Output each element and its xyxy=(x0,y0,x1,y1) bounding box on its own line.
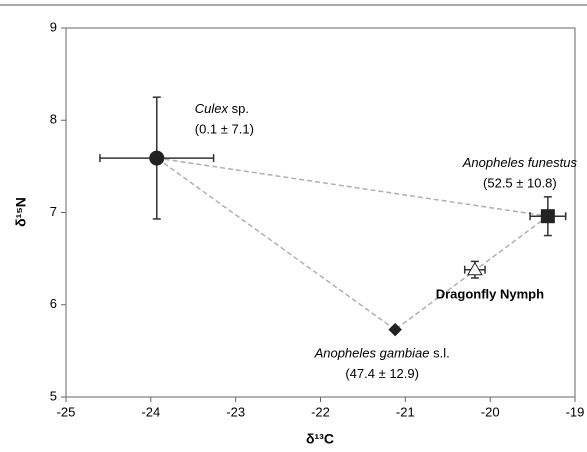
x-tick-label: -21 xyxy=(396,404,415,419)
point-label: Dragonfly Nymph xyxy=(436,287,544,302)
y-tick-label: 5 xyxy=(50,388,57,403)
y-axis-title: δ¹⁵N xyxy=(13,197,29,227)
point xyxy=(540,209,555,224)
y-tick-label: 7 xyxy=(50,204,57,219)
x-axis-title: δ¹³C xyxy=(306,431,334,447)
x-tick-label: -25 xyxy=(57,404,76,419)
point xyxy=(467,261,483,276)
plot-frame xyxy=(65,27,576,398)
label-italic: Culex xyxy=(195,102,229,117)
y-tick-label: 6 xyxy=(50,296,57,311)
y-tick-label: 8 xyxy=(50,112,57,127)
point-label: Culex sp. xyxy=(195,102,249,117)
point-note: (47.4 ± 12.9) xyxy=(345,366,419,381)
label-bold: Dragonfly Nymph xyxy=(436,287,544,302)
x-tick-label: -23 xyxy=(226,404,245,419)
label-plain: s.l. xyxy=(429,346,449,361)
point-label: Anopheles gambiae s.l. xyxy=(314,346,450,361)
x-tick-label: -19 xyxy=(566,404,585,419)
point xyxy=(388,322,402,337)
point-label: Anopheles funestus xyxy=(462,156,578,171)
label-italic: Anopheles funestus xyxy=(462,156,578,171)
point-note: (52.5 ± 10.8) xyxy=(483,176,557,191)
point-note: (0.1 ± 7.1) xyxy=(195,122,254,137)
x-tick-label: -20 xyxy=(481,404,500,419)
point xyxy=(149,150,165,166)
x-tick-label: -22 xyxy=(311,404,330,419)
mixing-line xyxy=(156,157,396,331)
x-tick-label: -24 xyxy=(141,404,160,419)
y-tick-label: 9 xyxy=(50,19,57,34)
label-plain: sp. xyxy=(228,102,249,117)
label-italic: Anopheles gambiae xyxy=(314,346,430,361)
mixing-line xyxy=(156,157,548,217)
